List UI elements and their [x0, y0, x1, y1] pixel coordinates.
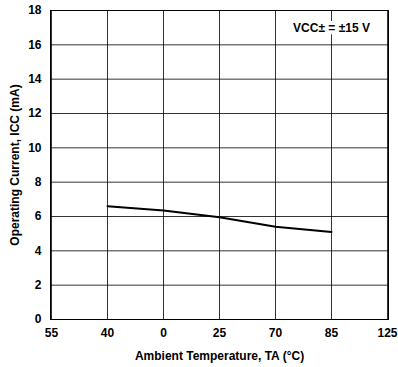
- svg-text:8: 8: [35, 175, 42, 189]
- svg-text:40: 40: [101, 326, 115, 340]
- svg-text:Operating Current, ICC (mA): Operating Current, ICC (mA): [8, 84, 22, 245]
- svg-text:18: 18: [28, 3, 42, 17]
- svg-text:85: 85: [325, 326, 339, 340]
- svg-text:0: 0: [35, 312, 42, 326]
- svg-text:2: 2: [35, 278, 42, 292]
- svg-text:Ambient Temperature, TA (°C): Ambient Temperature, TA (°C): [135, 349, 304, 363]
- svg-text:125: 125: [377, 326, 397, 340]
- svg-text:16: 16: [28, 38, 42, 52]
- svg-text:14: 14: [28, 72, 42, 86]
- svg-text:4: 4: [35, 244, 42, 258]
- svg-text:10: 10: [28, 141, 42, 155]
- svg-text:70: 70: [269, 326, 283, 340]
- svg-text:0: 0: [160, 326, 167, 340]
- svg-text:12: 12: [28, 106, 42, 120]
- svg-text:55: 55: [45, 326, 59, 340]
- svg-text:VCC± = ±15 V: VCC± = ±15 V: [293, 21, 370, 35]
- svg-text:6: 6: [35, 209, 42, 223]
- svg-text:25: 25: [213, 326, 227, 340]
